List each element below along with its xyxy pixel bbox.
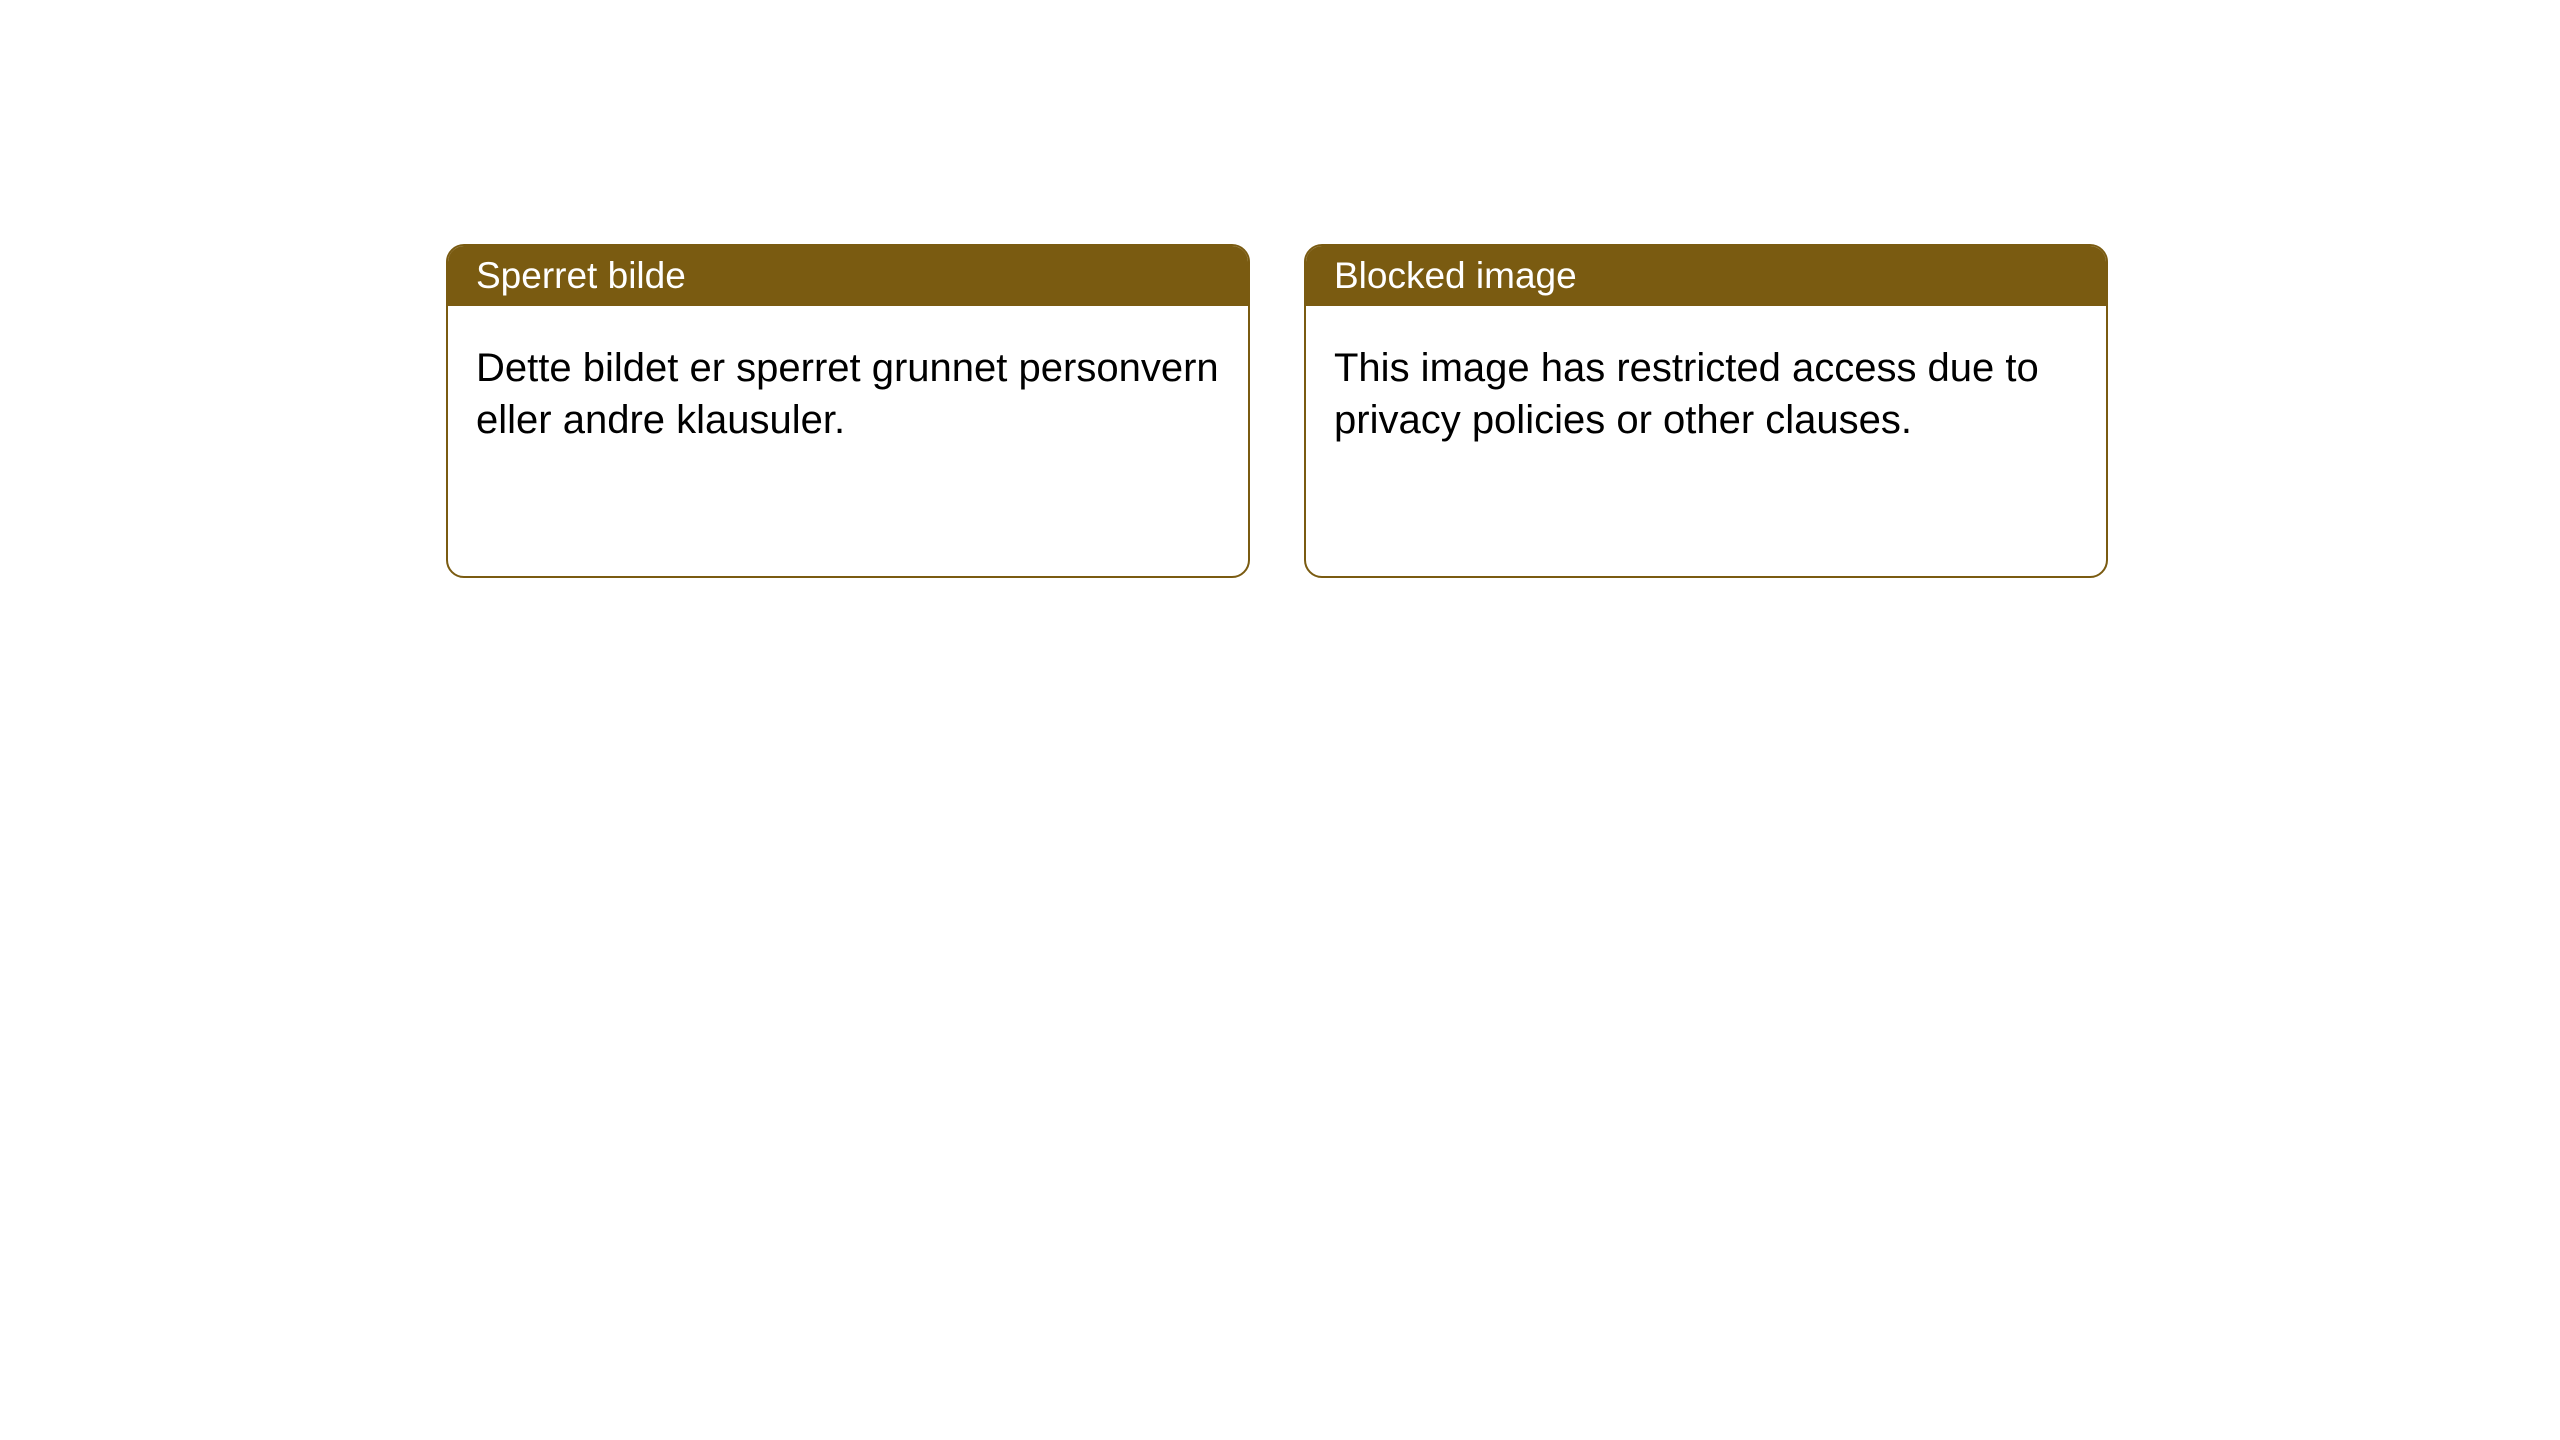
notice-title-english: Blocked image xyxy=(1306,246,2106,306)
notice-card-norwegian: Sperret bilde Dette bildet er sperret gr… xyxy=(446,244,1250,578)
notice-body-norwegian: Dette bildet er sperret grunnet personve… xyxy=(448,306,1248,482)
notice-card-english: Blocked image This image has restricted … xyxy=(1304,244,2108,578)
notice-title-norwegian: Sperret bilde xyxy=(448,246,1248,306)
notice-container: Sperret bilde Dette bildet er sperret gr… xyxy=(0,0,2560,578)
notice-body-english: This image has restricted access due to … xyxy=(1306,306,2106,482)
